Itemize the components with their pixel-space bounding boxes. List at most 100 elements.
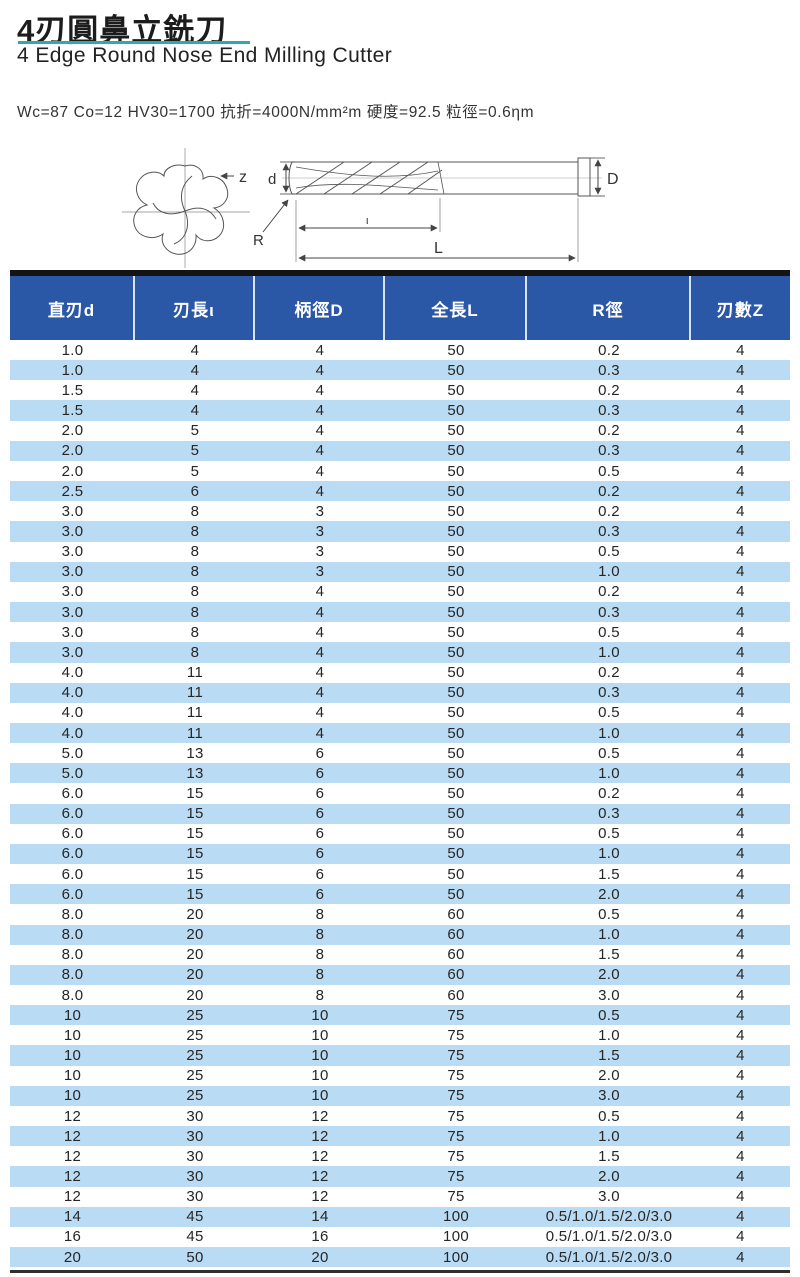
table-cell: 0.3 [598, 805, 620, 823]
table-cell: 15 [186, 865, 204, 883]
table-cell: 50 [447, 462, 465, 480]
flute-length-label: ι [366, 215, 369, 227]
table-cell: 3 [315, 522, 325, 540]
table-cell: 4 [190, 341, 200, 359]
table-cell: 0.2 [598, 664, 620, 682]
table-cell: 50 [447, 563, 465, 581]
table-cell: 3.0 [61, 543, 84, 561]
table-cell: 60 [447, 905, 465, 923]
table-cell: 4 [736, 1107, 745, 1125]
table-row: 3.0 8 4 50 1.0 4 [10, 642, 790, 663]
table-row: 20 50 20 100 0.5/1.0/1.5/2.0/3.0 4 [10, 1247, 790, 1268]
table-cell: 4 [736, 462, 745, 480]
page-subtitle: 4 Edge Round Nose End Milling Cutter [17, 44, 393, 67]
table-cell: 75 [447, 1107, 465, 1125]
table-row: 8.0 20 8 60 3.0 4 [10, 985, 790, 1006]
table-cell: 25 [186, 1006, 204, 1024]
table-cell: 50 [447, 785, 465, 803]
tool-technical-drawing: z d [100, 140, 660, 270]
table-cell: 20 [186, 926, 204, 944]
table-row: 10 25 10 75 0.5 4 [10, 1005, 790, 1026]
table-cell: 50 [447, 845, 465, 863]
table-cell: 0.2 [598, 785, 620, 803]
table-cell: 4 [736, 1067, 745, 1085]
table-cell: 5 [190, 462, 200, 480]
table-cell: 3.0 [61, 643, 84, 661]
table-cell: 4 [736, 1087, 745, 1105]
table-cell: 75 [447, 1067, 465, 1085]
table-cell: 50 [447, 502, 465, 520]
table-cell: 6.0 [61, 885, 84, 903]
table-row: 6.0 15 6 50 1.0 4 [10, 843, 790, 865]
table-cell: 0.5 [598, 623, 620, 641]
table-row: 10 25 10 75 2.0 4 [10, 1065, 790, 1086]
table-cell: 20 [186, 986, 204, 1004]
table-cell: 75 [447, 1188, 465, 1206]
table-cell: 4 [190, 381, 200, 399]
table-cell: 8.0 [61, 926, 84, 944]
table-row: 4.0 11 4 50 0.2 4 [10, 662, 790, 683]
table-cell: 1.0 [598, 724, 620, 742]
table-cell: 15 [186, 805, 204, 823]
dimension-overall-length: L [298, 198, 579, 262]
table-cell: 30 [186, 1167, 204, 1185]
table-cell: 15 [186, 825, 204, 843]
table-row: 3.0 8 4 50 0.5 4 [10, 622, 790, 643]
table-cell: 6.0 [61, 825, 84, 843]
table-cell: 15 [186, 785, 204, 803]
table-cell: 8 [315, 986, 325, 1004]
column-header-flute-count: 刃數Z [716, 300, 765, 320]
table-cell: 4 [736, 926, 745, 944]
table-cell: 8 [190, 603, 200, 621]
table-cell: 0.5 [598, 825, 620, 843]
table-cell: 20 [186, 905, 204, 923]
table-cell: 4 [736, 442, 745, 460]
table-cell: 10 [311, 1047, 329, 1065]
table-row: 16 45 16 100 0.5/1.0/1.5/2.0/3.0 4 [10, 1226, 790, 1248]
table-cell: 12 [311, 1107, 329, 1125]
table-cell: 0.3 [598, 361, 620, 379]
overall-length-label: L [434, 240, 443, 257]
table-cell: 12 [311, 1188, 329, 1206]
table-row: 6.0 15 6 50 0.2 4 [10, 783, 790, 804]
table-row: 8.0 20 8 60 0.5 4 [10, 904, 790, 925]
table-cell: 2.0 [598, 1067, 620, 1085]
table-cell: 16 [311, 1228, 329, 1246]
table-cell: 8 [190, 563, 200, 581]
table-cell: 3.0 [61, 583, 84, 601]
table-cell: 30 [186, 1147, 204, 1165]
table-cell: 2.0 [598, 1167, 620, 1185]
table-cell: 50 [447, 704, 465, 722]
spec-table: 直刃d 刃長ι 柄徑D 全長L R徑 刃數Z 1.0 4 4 50 0.2 4 1.0 4 4 5… [10, 270, 790, 1273]
table-cell: 50 [447, 422, 465, 440]
table-cell: 50 [447, 543, 465, 561]
table-row: 5.0 13 6 50 0.5 4 [10, 743, 790, 764]
table-row: 12 30 12 75 1.5 4 [10, 1146, 790, 1167]
table-cell: 75 [447, 1127, 465, 1145]
table-row: 1.5 4 4 50 0.2 4 [10, 380, 790, 401]
table-cell: 10 [311, 1067, 329, 1085]
table-cell: 12 [311, 1167, 329, 1185]
table-cell: 1.5 [598, 1147, 620, 1165]
table-cell: 4 [315, 361, 325, 379]
table-cell: 0.5 [598, 1107, 620, 1125]
table-cell: 50 [447, 361, 465, 379]
table-cell: 4 [736, 543, 745, 561]
table-cell: 0.2 [598, 583, 620, 601]
table-cell: 4 [736, 664, 745, 682]
table-cell: 4 [315, 603, 325, 621]
table-cell: 1.5 [61, 402, 84, 420]
dimension-D: D [590, 157, 619, 197]
table-cell: 4 [315, 623, 325, 641]
table-cell: 12 [311, 1147, 329, 1165]
table-cell: 4 [736, 704, 745, 722]
table-row: 3.0 8 3 50 1.0 4 [10, 561, 790, 582]
table-cell: 4 [736, 381, 745, 399]
table-row: 12 30 12 75 3.0 4 [10, 1186, 790, 1207]
table-cell: 45 [186, 1208, 204, 1226]
table-cell: 4 [736, 422, 745, 440]
table-row: 6.0 15 6 50 2.0 4 [10, 884, 790, 905]
table-cell: 4 [315, 704, 325, 722]
table-cell: 8.0 [61, 946, 84, 964]
table-cell: 1.0 [598, 1127, 620, 1145]
